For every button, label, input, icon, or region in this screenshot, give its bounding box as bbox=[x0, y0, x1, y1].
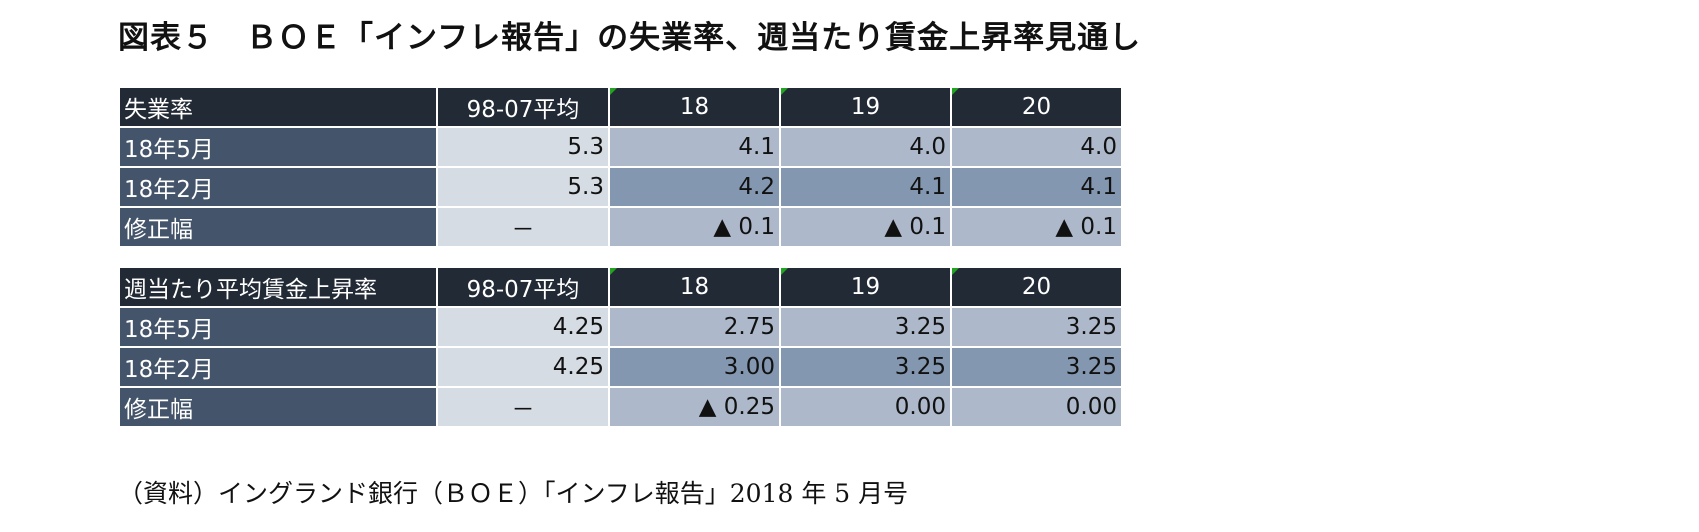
row-label: 18年2月 bbox=[118, 166, 438, 208]
header-cell-year: 20 bbox=[950, 86, 1123, 128]
table-cell: 5.3 bbox=[436, 166, 610, 208]
row-label: 修正幅 bbox=[118, 386, 438, 428]
table-cell: 4.1 bbox=[950, 166, 1123, 208]
header-cell-year: 19 bbox=[779, 86, 952, 128]
header-cell-label: 週当たり平均賃金上昇率 bbox=[118, 266, 438, 308]
table-cell: ▲ 0.1 bbox=[608, 206, 781, 248]
table-cell: 4.0 bbox=[950, 126, 1123, 168]
table-header-row: 失業率 98-07平均 18 19 20 bbox=[118, 86, 1123, 128]
table-cell: 3.25 bbox=[779, 346, 952, 388]
table-cell: 4.1 bbox=[608, 126, 781, 168]
figure-title: 図表５ ＢＯＥ「インフレ報告」の失業率、週当たり賃金上昇率見通し bbox=[118, 20, 1142, 56]
header-cell-label: 失業率 bbox=[118, 86, 438, 128]
header-cell-year: 18 bbox=[608, 266, 781, 308]
table-cell: － bbox=[436, 386, 610, 428]
unemployment-table: 失業率 98-07平均 18 19 20 18年5月 5.3 4.1 4.0 4… bbox=[118, 86, 1123, 248]
table-cell: ▲ 0.25 bbox=[608, 386, 781, 428]
table-cell: 4.0 bbox=[779, 126, 952, 168]
header-cell-year: 18 bbox=[608, 86, 781, 128]
row-label: 18年2月 bbox=[118, 346, 438, 388]
table-cell: 4.2 bbox=[608, 166, 781, 208]
table-row: 修正幅 － ▲ 0.25 0.00 0.00 bbox=[118, 386, 1123, 428]
table-row: 修正幅 － ▲ 0.1 ▲ 0.1 ▲ 0.1 bbox=[118, 206, 1123, 248]
wage-growth-table: 週当たり平均賃金上昇率 98-07平均 18 19 20 18年5月 4.25 … bbox=[118, 266, 1123, 428]
header-cell-year: 19 bbox=[779, 266, 952, 308]
header-cell-avg: 98-07平均 bbox=[436, 86, 610, 128]
table-cell: 3.25 bbox=[950, 346, 1123, 388]
table-cell: － bbox=[436, 206, 610, 248]
table-cell: 3.00 bbox=[608, 346, 781, 388]
table-cell: 4.25 bbox=[436, 346, 610, 388]
source-note: （資料）イングランド銀行（ＢＯＥ）「インフレ報告」2018 年 5 月号 bbox=[118, 479, 909, 508]
table-cell: 0.00 bbox=[950, 386, 1123, 428]
row-label: 18年5月 bbox=[118, 126, 438, 168]
header-cell-avg: 98-07平均 bbox=[436, 266, 610, 308]
row-label: 18年5月 bbox=[118, 306, 438, 348]
table-row: 18年5月 4.25 2.75 3.25 3.25 bbox=[118, 306, 1123, 348]
table-cell: 4.1 bbox=[779, 166, 952, 208]
table-cell: ▲ 0.1 bbox=[779, 206, 952, 248]
table-cell: 2.75 bbox=[608, 306, 781, 348]
row-label: 修正幅 bbox=[118, 206, 438, 248]
table-header-row: 週当たり平均賃金上昇率 98-07平均 18 19 20 bbox=[118, 266, 1123, 308]
table-cell: 3.25 bbox=[950, 306, 1123, 348]
table-row: 18年2月 5.3 4.2 4.1 4.1 bbox=[118, 166, 1123, 208]
header-cell-year: 20 bbox=[950, 266, 1123, 308]
table-cell: 0.00 bbox=[779, 386, 952, 428]
table-cell: ▲ 0.1 bbox=[950, 206, 1123, 248]
table-cell: 4.25 bbox=[436, 306, 610, 348]
table-cell: 5.3 bbox=[436, 126, 610, 168]
table-cell: 3.25 bbox=[779, 306, 952, 348]
table-row: 18年2月 4.25 3.00 3.25 3.25 bbox=[118, 346, 1123, 388]
table-row: 18年5月 5.3 4.1 4.0 4.0 bbox=[118, 126, 1123, 168]
